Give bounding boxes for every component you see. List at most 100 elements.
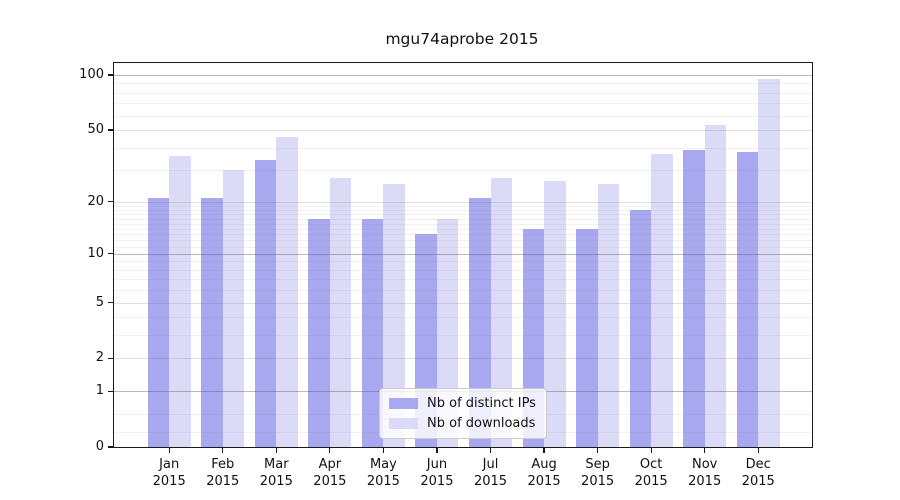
y-tick-mark (108, 200, 113, 203)
x-tick-mark (757, 448, 759, 453)
bar-downloads-feb (222, 170, 245, 447)
y-tick-mark (108, 301, 113, 304)
y-axis-tick-label: 10 (87, 245, 104, 261)
bar-ips-dec (736, 151, 759, 447)
gridline-minor (114, 234, 812, 236)
y-tick-mark (108, 253, 113, 255)
legend-label-distinct-ips: Nb of distinct IPs (427, 396, 536, 411)
gridline (114, 302, 812, 304)
x-axis-tick-year: 2015 (366, 474, 400, 489)
bar-downloads-nov (704, 125, 727, 447)
gridline-minor (114, 279, 812, 281)
gridline-minor (114, 205, 812, 207)
x-axis-tick-label: Jun 2015 (407, 456, 467, 490)
y-axis-tick-label: 0 (95, 439, 104, 454)
x-axis-tick-year: 2015 (206, 474, 240, 489)
bar-ips-feb (201, 197, 223, 447)
x-axis-tick-label: Aug 2015 (514, 456, 574, 490)
y-tick-mark (108, 129, 113, 131)
bar-ips-apr (308, 218, 330, 447)
bar-ips-may (361, 218, 384, 447)
x-axis-tick-label: Mar 2015 (246, 456, 306, 490)
y-axis-tick-label: 50 (87, 122, 104, 138)
bar-ips-mar (254, 160, 277, 447)
bar-downloads-jan (169, 155, 191, 447)
y-tick-mark (108, 357, 113, 360)
x-tick-mark (650, 448, 652, 453)
gridline-minor (114, 147, 812, 149)
legend: Nb of distinct IPs Nb of downloads (379, 388, 547, 439)
x-axis-tick-label: Jan 2015 (139, 456, 199, 490)
gridline-minor (114, 269, 812, 271)
x-tick-mark (543, 448, 545, 453)
y-axis-tick-label: 20 (87, 193, 104, 209)
bar-downloads-aug (544, 181, 566, 447)
x-axis-tick-label: Oct 2015 (621, 456, 681, 490)
legend-swatch-downloads (389, 418, 418, 429)
gridline-minor (114, 246, 812, 248)
bar-ips-oct (629, 209, 652, 447)
gridline-minor (114, 115, 812, 117)
gridline-minor (114, 228, 812, 230)
x-axis-tick-label: Feb 2015 (193, 456, 253, 490)
gridline-minor (114, 290, 812, 292)
x-axis-tick-year: 2015 (473, 474, 508, 489)
gridline (114, 201, 812, 203)
legend-swatch-distinct-ips (389, 398, 418, 409)
gridline-major (114, 253, 812, 255)
gridline-minor (114, 335, 812, 337)
y-tick-mark (108, 446, 113, 448)
bar-downloads-jul (490, 178, 512, 447)
plot-area (113, 62, 813, 448)
y-tick-mark (108, 74, 113, 76)
legend-item-distinct-ips: Nb of distinct IPs (389, 396, 536, 411)
gridline (114, 358, 812, 360)
x-axis-tick-label: Apr 2015 (300, 456, 360, 490)
gridline-major (114, 75, 812, 76)
bar-downloads-apr (329, 178, 352, 447)
x-axis-tick-label: May 2015 (353, 456, 413, 490)
bar-downloads-sep (597, 184, 620, 447)
x-axis-tick-year: 2015 (634, 474, 668, 489)
gridline-minor (114, 170, 812, 172)
x-axis-tick-year: 2015 (259, 474, 293, 489)
x-tick-mark (168, 448, 170, 453)
x-axis-tick-label: Nov 2015 (675, 456, 735, 490)
x-axis-tick-year: 2015 (527, 474, 561, 489)
y-axis-tick-label: 100 (79, 67, 104, 82)
x-axis-tick-year: 2015 (313, 474, 347, 489)
x-tick-mark (704, 448, 706, 453)
x-axis-tick-year: 2015 (581, 474, 615, 489)
bar-ips-jan (147, 197, 170, 447)
x-tick-mark (382, 448, 384, 453)
x-axis-tick-label: Sep 2015 (568, 456, 628, 490)
x-tick-mark (275, 448, 277, 453)
gridline-minor (114, 92, 812, 94)
gridline-minor (114, 83, 812, 85)
chart-title: mgu74aprobe 2015 (385, 30, 539, 48)
x-axis-tick-year: 2015 (688, 474, 722, 489)
bar-downloads-oct (651, 153, 673, 447)
bar-downloads-dec (758, 79, 780, 447)
x-tick-mark (436, 448, 438, 453)
x-tick-mark (329, 448, 331, 453)
bar-downloads-mar (276, 136, 298, 447)
gridline-minor (114, 223, 812, 225)
gridline-minor (114, 214, 812, 216)
gridline-minor (114, 240, 812, 242)
x-axis-tick-year: 2015 (420, 474, 454, 489)
gridline-minor (114, 209, 812, 211)
x-axis-tick-year: 2015 (152, 474, 186, 489)
x-axis-tick-label: Dec 2015 (728, 456, 788, 490)
y-axis-tick-label: 5 (95, 294, 104, 310)
gridline-minor (114, 317, 812, 319)
gridline-minor (114, 261, 812, 263)
bar-ips-sep (576, 228, 598, 447)
y-tick-mark (108, 390, 113, 392)
x-tick-mark (597, 448, 599, 453)
gridline (114, 130, 812, 132)
y-axis-tick-label: 1 (95, 383, 104, 399)
bar-ips-nov (683, 149, 705, 447)
y-axis-tick-label: 2 (95, 350, 104, 366)
